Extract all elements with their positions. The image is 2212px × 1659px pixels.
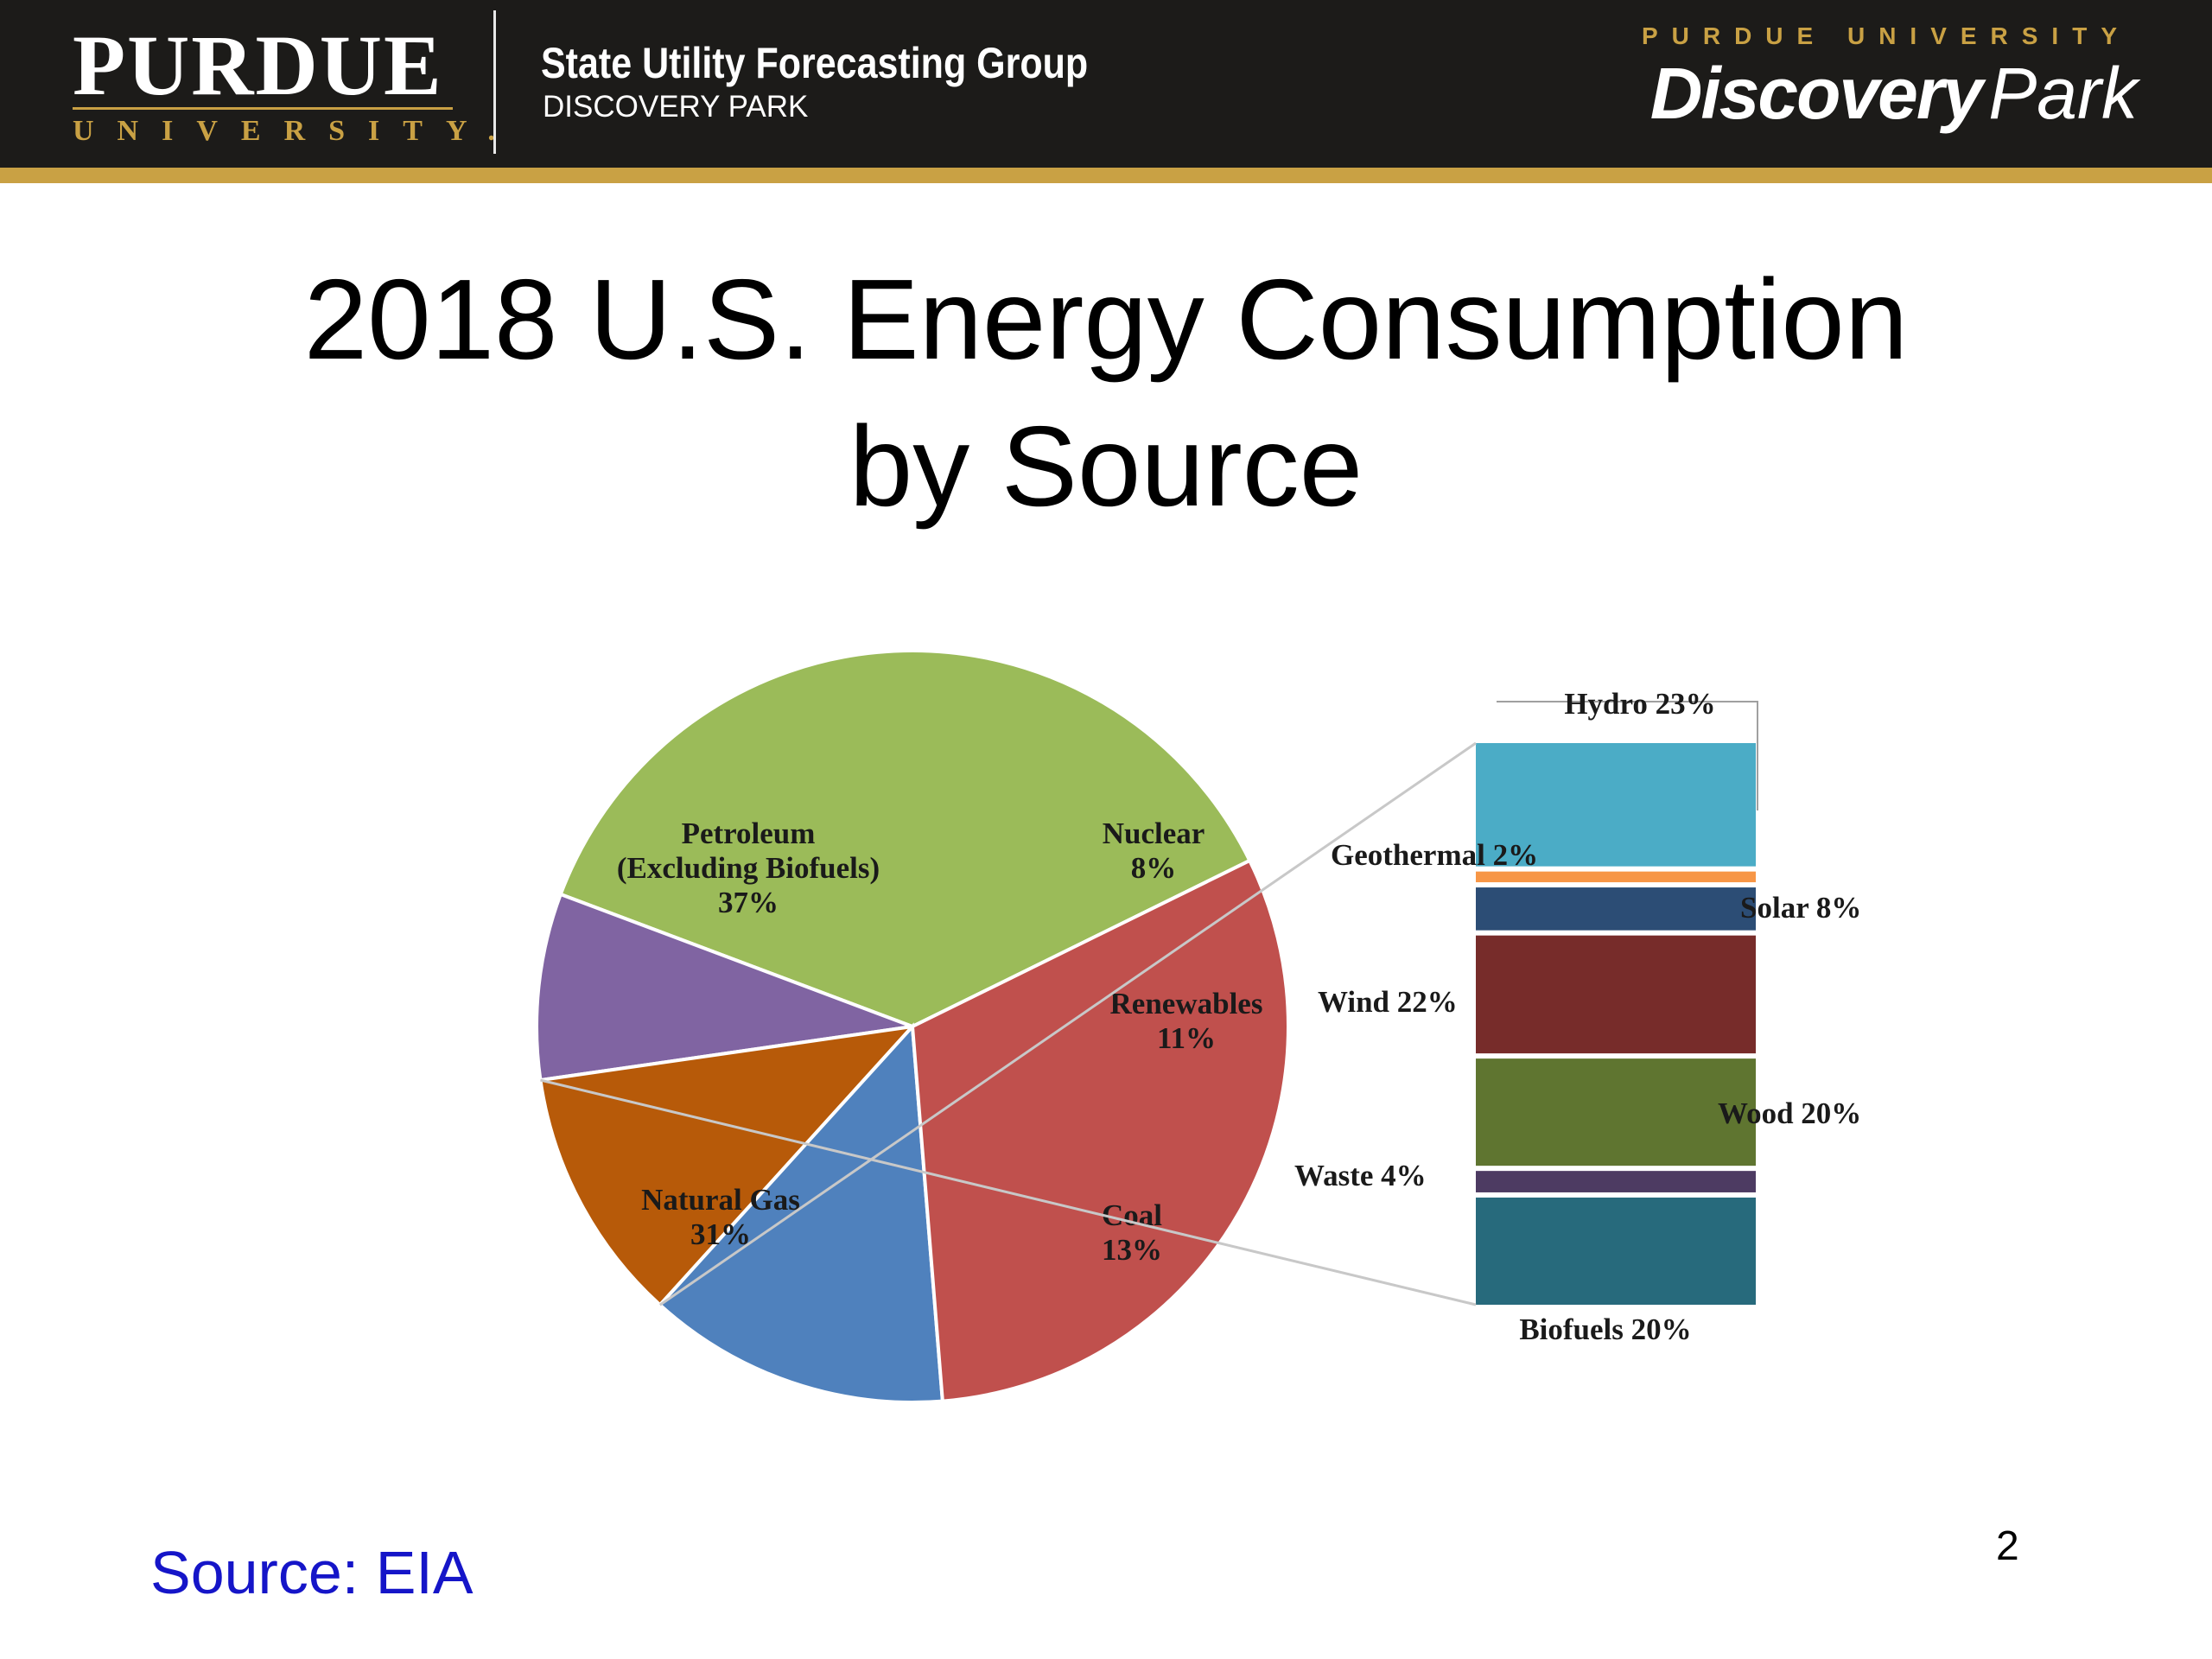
- pie-label-natural-gas: Natural Gas 31%: [641, 1183, 800, 1251]
- slide-title: 2018 U.S. Energy Consumption by Source: [0, 246, 2212, 540]
- bar-segment-geothermal: [1476, 871, 1756, 883]
- page-number: 2: [1996, 1523, 2019, 1569]
- pie-label-nuclear: Nuclear 8%: [1103, 817, 1205, 885]
- bar-segment-hydro: [1476, 743, 1756, 867]
- bar-label-wind: Wind 22%: [1318, 985, 1458, 1019]
- bar-label-biofuels: Biofuels 20%: [1519, 1313, 1691, 1346]
- bar-segment-waste: [1476, 1171, 1756, 1192]
- pie-label-petroleum: Petroleum (Excluding Biofuels) 37%: [617, 817, 880, 919]
- source-note: Source: EIA: [150, 1539, 474, 1606]
- discovery-word: Discovery: [1649, 53, 1984, 134]
- pie-slice-coal: [657, 1022, 945, 1404]
- header-divider: [493, 10, 496, 154]
- bar-label-wood: Wood 20%: [1718, 1096, 1861, 1130]
- discovery-park-logo: DiscoveryPark: [1650, 50, 2138, 137]
- purdue-wordmark: PURDUE: [73, 17, 443, 113]
- bar-label-geothermal: Geothermal 2%: [1331, 838, 1538, 872]
- pie-label-coal: Coal 13%: [1102, 1198, 1162, 1267]
- pie-slice-petroleum: [558, 649, 1252, 1029]
- park-word: Park: [1988, 53, 2138, 134]
- university-wordmark: UNIVERSITY.: [73, 115, 518, 147]
- bar-segment-wood: [1476, 1058, 1756, 1166]
- group-subtitle: DISCOVERY PARK: [543, 90, 809, 124]
- gold-accent-bar: [0, 168, 2212, 183]
- pie-label-renewables: Renewables 11%: [1110, 987, 1263, 1055]
- bar-label-solar: Solar 8%: [1740, 891, 1861, 925]
- bar-segment-biofuels: [1476, 1197, 1756, 1305]
- bar-label-hydro: Hydro 23%: [1564, 687, 1715, 721]
- bar-label-waste: Waste 4%: [1294, 1159, 1427, 1192]
- group-title: State Utility Forecasting Group: [541, 39, 1089, 87]
- pie-slice-renewables: [538, 1024, 918, 1308]
- pie-slice-nuclear: [535, 892, 913, 1083]
- hydro-leader-line: [1497, 701, 1758, 810]
- connector-line-bottom: [540, 1078, 1477, 1306]
- connector-line-top: [658, 741, 1477, 1306]
- pie-slice-natural-gas: [910, 858, 1290, 1403]
- wordmark-rule: [73, 107, 453, 110]
- bar-segment-solar: [1476, 887, 1756, 931]
- bar-segment-wind: [1476, 935, 1756, 1054]
- header-bar: PURDUE UNIVERSITY. State Utility Forecas…: [0, 0, 2212, 168]
- discovery-park-university-label: PURDUE UNIVERSITY: [1641, 22, 2131, 49]
- slide-title-line-2: by Source: [849, 403, 1363, 530]
- slide-title-line-1: 2018 U.S. Energy Consumption: [303, 256, 1909, 383]
